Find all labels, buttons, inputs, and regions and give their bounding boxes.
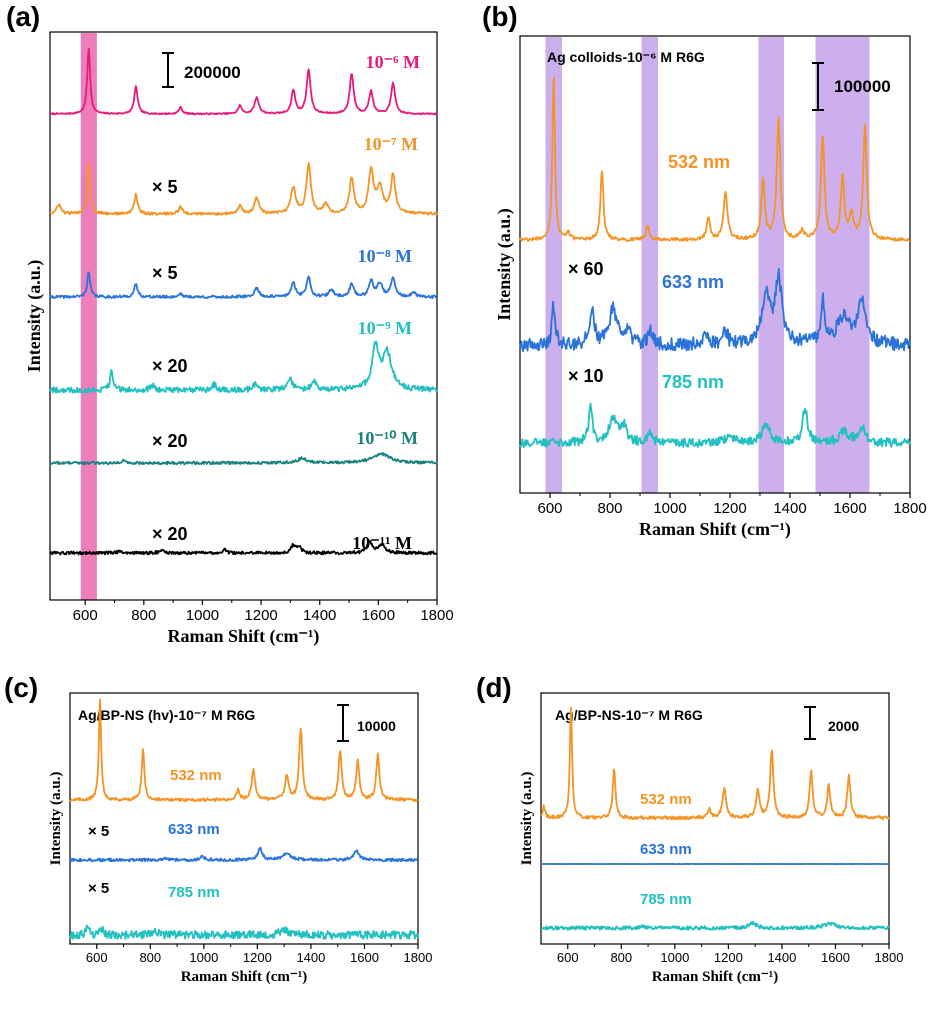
x-tick-label: 600: [537, 500, 562, 517]
series-label: 10⁻¹¹ M: [352, 533, 412, 553]
series-label: 10⁻¹⁰ M: [356, 428, 418, 448]
highlight-band: [81, 33, 97, 600]
y-axis-label: Intensity (a.u.): [519, 772, 535, 866]
multiplier-label: × 5: [152, 177, 178, 197]
x-tick-label: 800: [597, 500, 622, 517]
series-label: 10⁻⁶ M: [366, 52, 420, 72]
multiplier-label: × 5: [152, 263, 178, 283]
x-tick-label: 600: [86, 950, 108, 965]
series-label: 10⁻⁸ M: [358, 246, 412, 266]
x-tick-label: 1000: [660, 950, 689, 965]
spectrum-a-3: [50, 342, 437, 393]
scale-bar-label: 2000: [828, 718, 859, 734]
panel-title: Ag/BP-NS (hv)-10⁻⁷ M R6G: [78, 707, 255, 723]
x-tick-label: 800: [139, 950, 161, 965]
x-tick-label: 1200: [713, 500, 746, 517]
x-tick-label: 1400: [773, 500, 806, 517]
highlight-band: [816, 37, 870, 493]
series-label: 633 nm: [168, 821, 220, 838]
x-tick-label: 600: [557, 950, 579, 965]
x-tick-label: 1600: [350, 950, 379, 965]
highlight-band: [759, 37, 785, 493]
series-label: 532 nm: [640, 791, 692, 808]
x-tick-label: 1800: [404, 950, 433, 965]
panel-label: (a): [6, 1, 40, 32]
panel-label: (d): [476, 672, 512, 703]
x-axis-label: Raman Shift (cm⁻¹): [168, 626, 320, 647]
x-tick-label: 1800: [893, 500, 926, 517]
multiplier-label: × 20: [152, 431, 188, 451]
x-tick-label: 1800: [875, 950, 904, 965]
multiplier-label: × 20: [152, 524, 188, 544]
series-label: 785 nm: [168, 884, 220, 901]
plot-frame: [50, 32, 437, 600]
x-tick-label: 1800: [420, 607, 453, 624]
x-tick-label: 1000: [186, 607, 219, 624]
panel-c: 600 800 1000 1200 1400 1600 1800 Raman Shift (c…: [4, 672, 432, 985]
spectrum-a-1: [50, 163, 437, 215]
series-label: 785 nm: [662, 372, 724, 392]
x-tick-label: 1600: [833, 500, 866, 517]
multiplier-label: × 20: [152, 356, 188, 376]
x-tick-label: 1400: [767, 950, 796, 965]
multiplier-label: × 5: [88, 880, 109, 897]
series-label: 785 nm: [640, 891, 692, 908]
multiplier-label: × 60: [568, 259, 604, 279]
x-axis-label: Raman Shift (cm⁻¹): [181, 969, 308, 985]
panel-label: (c): [4, 672, 38, 703]
spectrum-d-2: [541, 922, 889, 930]
scale-bar-label: 100000: [834, 77, 891, 96]
highlight-band: [642, 37, 659, 493]
spectrum-a-2: [50, 272, 437, 298]
series-label: 532 nm: [668, 152, 730, 172]
spectrum-c-2: [70, 925, 418, 939]
x-tick-label: 800: [131, 607, 156, 624]
panel-title: Ag/BP-NS-10⁻⁷ M R6G: [555, 707, 703, 723]
x-tick-label: 800: [610, 950, 632, 965]
multiplier-label: × 10: [568, 366, 604, 386]
panel-d: 600 800 1000 1200 1400 1600 1800 Raman Shift (c…: [476, 672, 903, 985]
x-tick-label: 1200: [244, 607, 277, 624]
multiplier-label: × 5: [88, 823, 109, 840]
series-label: 532 nm: [170, 767, 222, 784]
spectrum-a-4: [50, 453, 437, 464]
series-label: 633 nm: [640, 841, 692, 858]
x-tick-label: 1000: [189, 950, 218, 965]
x-tick-label: 1600: [821, 950, 850, 965]
x-tick-label: 600: [73, 607, 98, 624]
panel-title: Ag colloids-10⁻⁶ M R6G: [547, 49, 705, 65]
series-label: 633 nm: [662, 272, 724, 292]
panel-b: 600 800 1000 1200 1400 1600 1800 Raman Shift (c…: [482, 1, 927, 540]
y-axis-label: Intensity (a.u.): [24, 260, 45, 373]
x-tick-label: 1600: [362, 607, 395, 624]
x-tick-label: 1200: [714, 950, 743, 965]
x-axis-label: Raman Shift (cm⁻¹): [652, 969, 779, 985]
panel-a: 600 800 1000 1200 1400 1600 1800 Raman Shift (c…: [6, 1, 454, 647]
x-tick-label: 1400: [296, 950, 325, 965]
series-label: 10⁻⁹ M: [358, 318, 412, 338]
x-axis-label: Raman Shift (cm⁻¹): [639, 519, 791, 540]
x-tick-label: 1400: [303, 607, 336, 624]
scale-bar-label: 200000: [184, 63, 241, 82]
series-label: 10⁻⁷ M: [364, 134, 418, 154]
y-axis-label: Intensity (a.u.): [494, 208, 515, 321]
scale-bar-label: 10000: [357, 718, 396, 734]
spectrum-c-1: [70, 848, 418, 862]
panel-label: (b): [482, 1, 518, 32]
x-tick-label: 1200: [243, 950, 272, 965]
y-axis-label: Intensity (a.u.): [48, 772, 64, 866]
x-tick-label: 1000: [653, 500, 686, 517]
